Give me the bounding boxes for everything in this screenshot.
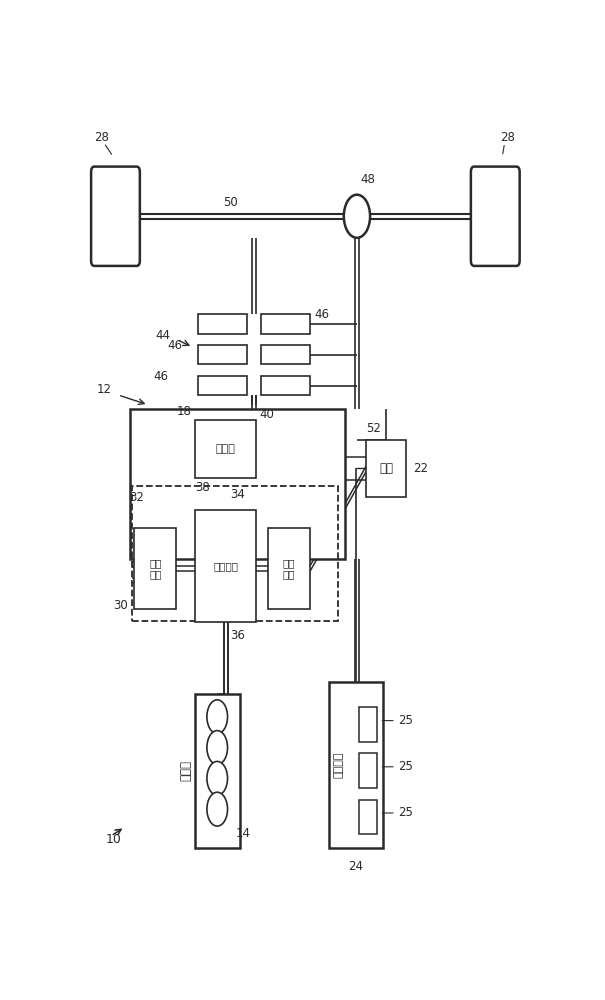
Text: 18: 18 <box>177 405 191 418</box>
Text: 38: 38 <box>195 481 210 494</box>
Text: 12: 12 <box>97 383 112 396</box>
Text: 52: 52 <box>366 422 381 434</box>
Text: 14: 14 <box>236 827 251 840</box>
Text: 发动机: 发动机 <box>179 760 192 781</box>
Text: 28: 28 <box>500 131 515 144</box>
Bar <box>197 314 247 334</box>
Text: 环形
齿轮: 环形 齿轮 <box>149 558 162 579</box>
Text: 22: 22 <box>413 462 428 475</box>
Text: 主电池组: 主电池组 <box>333 752 343 778</box>
Bar <box>261 314 310 334</box>
Text: 50: 50 <box>223 196 238 209</box>
Bar <box>129 409 345 559</box>
Circle shape <box>344 195 370 238</box>
Bar <box>195 420 256 478</box>
Text: 48: 48 <box>361 173 376 186</box>
Text: 44: 44 <box>155 329 171 342</box>
Text: 28: 28 <box>94 131 110 144</box>
Text: 40: 40 <box>260 408 274 421</box>
Circle shape <box>207 792 227 826</box>
Bar <box>261 376 310 395</box>
Text: 25: 25 <box>398 714 413 727</box>
Bar <box>261 345 310 364</box>
Text: 32: 32 <box>129 491 145 504</box>
Text: 25: 25 <box>398 760 413 773</box>
Bar <box>134 528 177 609</box>
Circle shape <box>207 700 227 734</box>
Bar <box>197 345 247 364</box>
FancyBboxPatch shape <box>471 167 520 266</box>
Text: 36: 36 <box>231 629 245 642</box>
Text: 46: 46 <box>153 370 168 383</box>
Text: 34: 34 <box>231 488 245 501</box>
Bar <box>197 376 247 395</box>
Text: 25: 25 <box>398 806 413 820</box>
Text: 10: 10 <box>106 833 122 846</box>
Text: 中心齿轮: 中心齿轮 <box>213 561 238 571</box>
Bar <box>195 510 256 622</box>
Text: 46: 46 <box>167 339 182 352</box>
Text: 30: 30 <box>113 599 128 612</box>
Circle shape <box>207 731 227 764</box>
Text: 发电机: 发电机 <box>216 444 235 454</box>
Bar <box>195 694 240 848</box>
FancyBboxPatch shape <box>91 167 140 266</box>
Text: 24: 24 <box>348 860 363 873</box>
Text: 环形
齿轮: 环形 齿轮 <box>283 558 295 579</box>
Bar <box>359 707 377 742</box>
Bar <box>268 528 310 609</box>
Bar <box>366 440 406 497</box>
Bar <box>359 753 377 788</box>
Bar <box>359 800 377 834</box>
Circle shape <box>207 761 227 795</box>
Bar <box>329 682 383 848</box>
Bar <box>132 486 338 620</box>
Text: 46: 46 <box>315 308 330 321</box>
Text: 马达: 马达 <box>379 462 393 475</box>
